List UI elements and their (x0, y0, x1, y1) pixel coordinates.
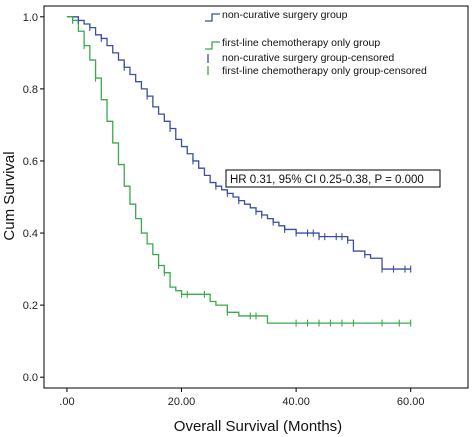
y-tick-label: 0.4 (23, 228, 38, 240)
x-tick-label: 20.00 (168, 396, 196, 408)
plot-frame (43, 5, 469, 389)
legend-label-surgery-censored: non-curative surgery group-censored (222, 52, 394, 64)
legend-swatch-chemo (205, 41, 220, 50)
x-tick-label: 40.00 (282, 396, 310, 408)
y-tick-label: 0.8 (23, 84, 38, 96)
legend: non-curative surgery group first-line ch… (205, 9, 427, 77)
legend-swatch-surgery (205, 13, 220, 22)
censor-marks (72, 16, 412, 327)
x-axis-title: Overall Survival (Months) (174, 418, 342, 435)
y-tick-label: 0.0 (23, 372, 38, 384)
x-tick-label: 60.00 (397, 396, 425, 408)
legend-label-surgery: non-curative surgery group (222, 9, 348, 21)
x-axis: .00 20.00 40.00 60.00 (59, 388, 424, 408)
legend-label-chemo: first-line chemotherapy only group (222, 37, 380, 49)
hr-annotation-text: HR 0.31, 95% CI 0.25-0.38, P = 0.000 (230, 174, 424, 186)
x-tick-label: .00 (59, 396, 74, 408)
legend-label-chemo-censored: first-line chemotherapy only group-censo… (222, 65, 427, 77)
y-axis-title: Cum Survival (1, 151, 18, 240)
hr-annotation-box (225, 169, 441, 188)
survival-curves (66, 16, 411, 324)
curve-chemo (66, 16, 411, 324)
y-tick-label: 0.2 (23, 300, 38, 312)
y-tick-label: 0.6 (23, 156, 38, 168)
y-tick-label: 1.0 (23, 12, 38, 24)
curve-surgery (66, 16, 411, 270)
hr-annotation: HR 0.31, 95% CI 0.25-0.38, P = 0.000 (225, 169, 441, 188)
y-axis: 0.0 0.2 0.4 0.6 0.8 1.0 (23, 12, 44, 384)
